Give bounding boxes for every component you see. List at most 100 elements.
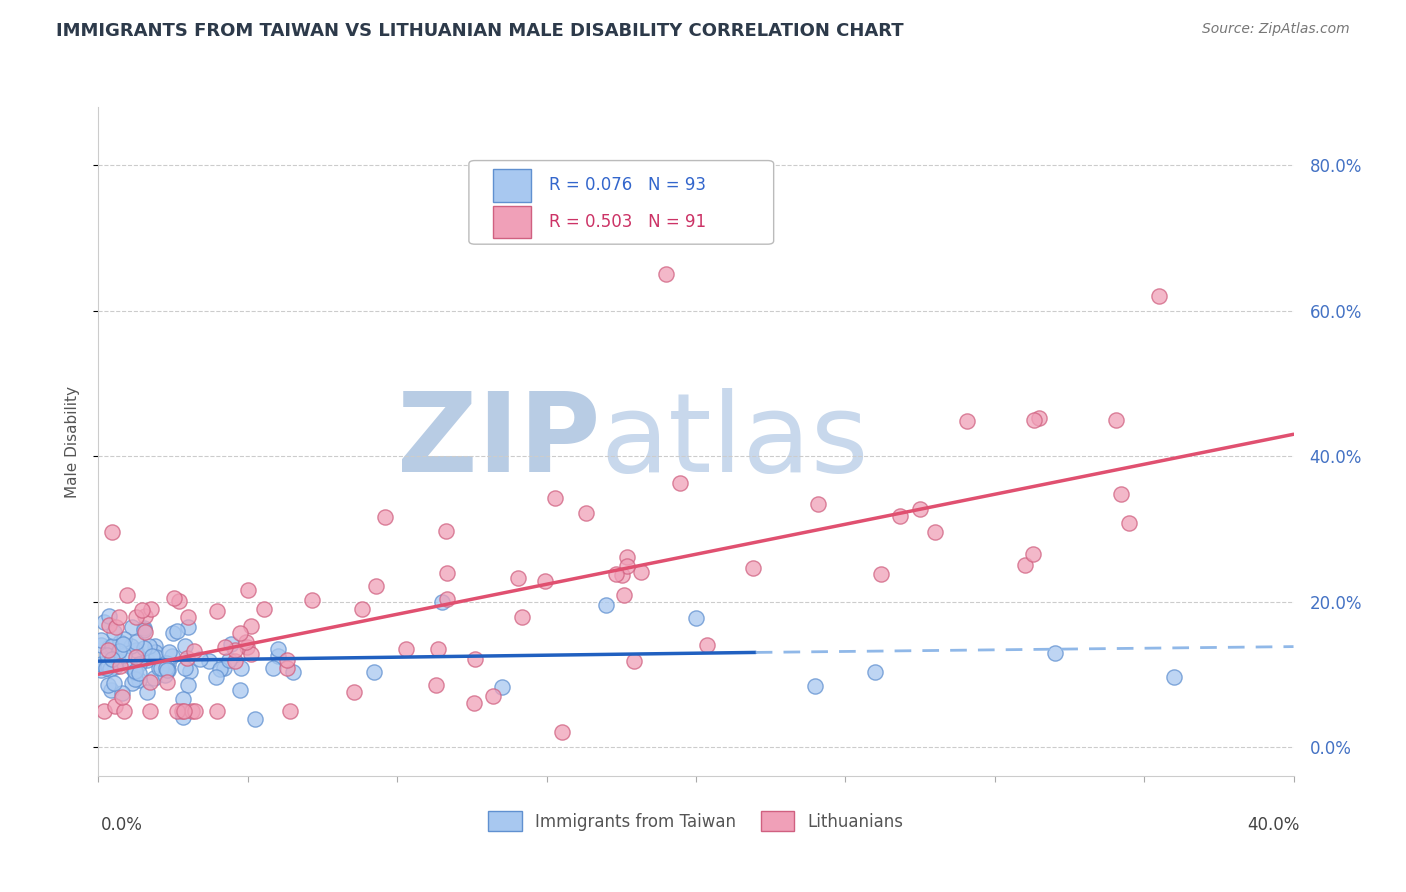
Point	[616, 558, 638, 573]
Point	[236, 640, 259, 655]
Point	[124, 672, 146, 686]
Point	[550, 725, 572, 739]
Point	[180, 704, 202, 718]
Point	[224, 654, 246, 668]
Point	[153, 668, 176, 682]
Point	[214, 661, 236, 675]
Point	[97, 618, 120, 632]
Point	[111, 686, 134, 700]
Point	[107, 654, 129, 668]
Point	[252, 602, 274, 616]
Point	[103, 625, 125, 640]
Point	[1105, 413, 1128, 427]
FancyBboxPatch shape	[494, 205, 531, 237]
Point	[139, 674, 162, 689]
Y-axis label: Male Disability: Male Disability	[65, 385, 80, 498]
Point	[108, 659, 131, 673]
Point	[668, 475, 690, 490]
Point	[183, 644, 205, 658]
Point	[100, 682, 122, 697]
Point	[114, 648, 136, 662]
Point	[1109, 486, 1132, 500]
Point	[536, 216, 558, 230]
Point	[141, 649, 163, 664]
Point	[136, 685, 159, 699]
Point	[90, 632, 112, 647]
Point	[613, 588, 636, 602]
Point	[156, 663, 179, 677]
Point	[97, 678, 120, 692]
Point	[124, 665, 146, 680]
Point	[231, 661, 253, 675]
Point	[142, 671, 165, 685]
Point	[125, 635, 148, 649]
Point	[98, 608, 121, 623]
Point	[118, 658, 141, 673]
Text: IMMIGRANTS FROM TAIWAN VS LITHUANIAN MALE DISABILITY CORRELATION CHART: IMMIGRANTS FROM TAIWAN VS LITHUANIAN MAL…	[56, 22, 904, 40]
Point	[124, 664, 146, 678]
Point	[425, 678, 447, 692]
Text: ZIP: ZIP	[396, 388, 600, 495]
Point	[804, 679, 827, 693]
Point	[544, 491, 567, 505]
Point	[262, 661, 284, 675]
Point	[1014, 558, 1036, 573]
Point	[434, 524, 457, 539]
Point	[112, 632, 135, 646]
Point	[150, 661, 173, 675]
Point	[104, 619, 127, 633]
Point	[198, 654, 221, 668]
Point	[630, 565, 652, 579]
Point	[156, 674, 179, 689]
Point	[173, 661, 195, 675]
Point	[436, 566, 458, 580]
Point	[90, 663, 112, 677]
Point	[374, 509, 396, 524]
Point	[166, 704, 188, 718]
Point	[166, 624, 188, 639]
Point	[276, 660, 298, 674]
Point	[162, 648, 184, 663]
Point	[157, 663, 180, 677]
Point	[172, 704, 194, 718]
Point	[148, 661, 170, 675]
Point	[1022, 412, 1045, 426]
Point	[134, 625, 156, 640]
Point	[132, 621, 155, 635]
Point	[214, 640, 236, 654]
Point	[1021, 547, 1043, 561]
Point	[128, 657, 150, 672]
Point	[610, 568, 633, 582]
Point	[267, 641, 290, 656]
Point	[229, 626, 252, 640]
Point	[108, 635, 131, 649]
Point	[301, 592, 323, 607]
Point	[364, 579, 387, 593]
Point	[111, 690, 134, 704]
Point	[236, 582, 259, 597]
Text: 0.0%: 0.0%	[101, 816, 143, 834]
Point	[163, 591, 186, 605]
Point	[156, 657, 179, 671]
Point	[575, 506, 598, 520]
Point	[93, 615, 115, 630]
Point	[1163, 670, 1185, 684]
Point	[224, 643, 246, 657]
Point	[1118, 516, 1140, 531]
Point	[741, 561, 763, 575]
Point	[463, 696, 485, 710]
Point	[436, 592, 458, 607]
Point	[229, 682, 252, 697]
Point	[595, 598, 617, 612]
Point	[235, 635, 257, 649]
Point	[145, 650, 167, 665]
Point	[174, 640, 197, 654]
Point	[205, 670, 228, 684]
Point	[177, 610, 200, 624]
Point	[482, 690, 505, 704]
Point	[115, 588, 138, 602]
Point	[145, 639, 167, 653]
Point	[107, 644, 129, 658]
Point	[350, 602, 373, 616]
Point	[219, 637, 242, 651]
